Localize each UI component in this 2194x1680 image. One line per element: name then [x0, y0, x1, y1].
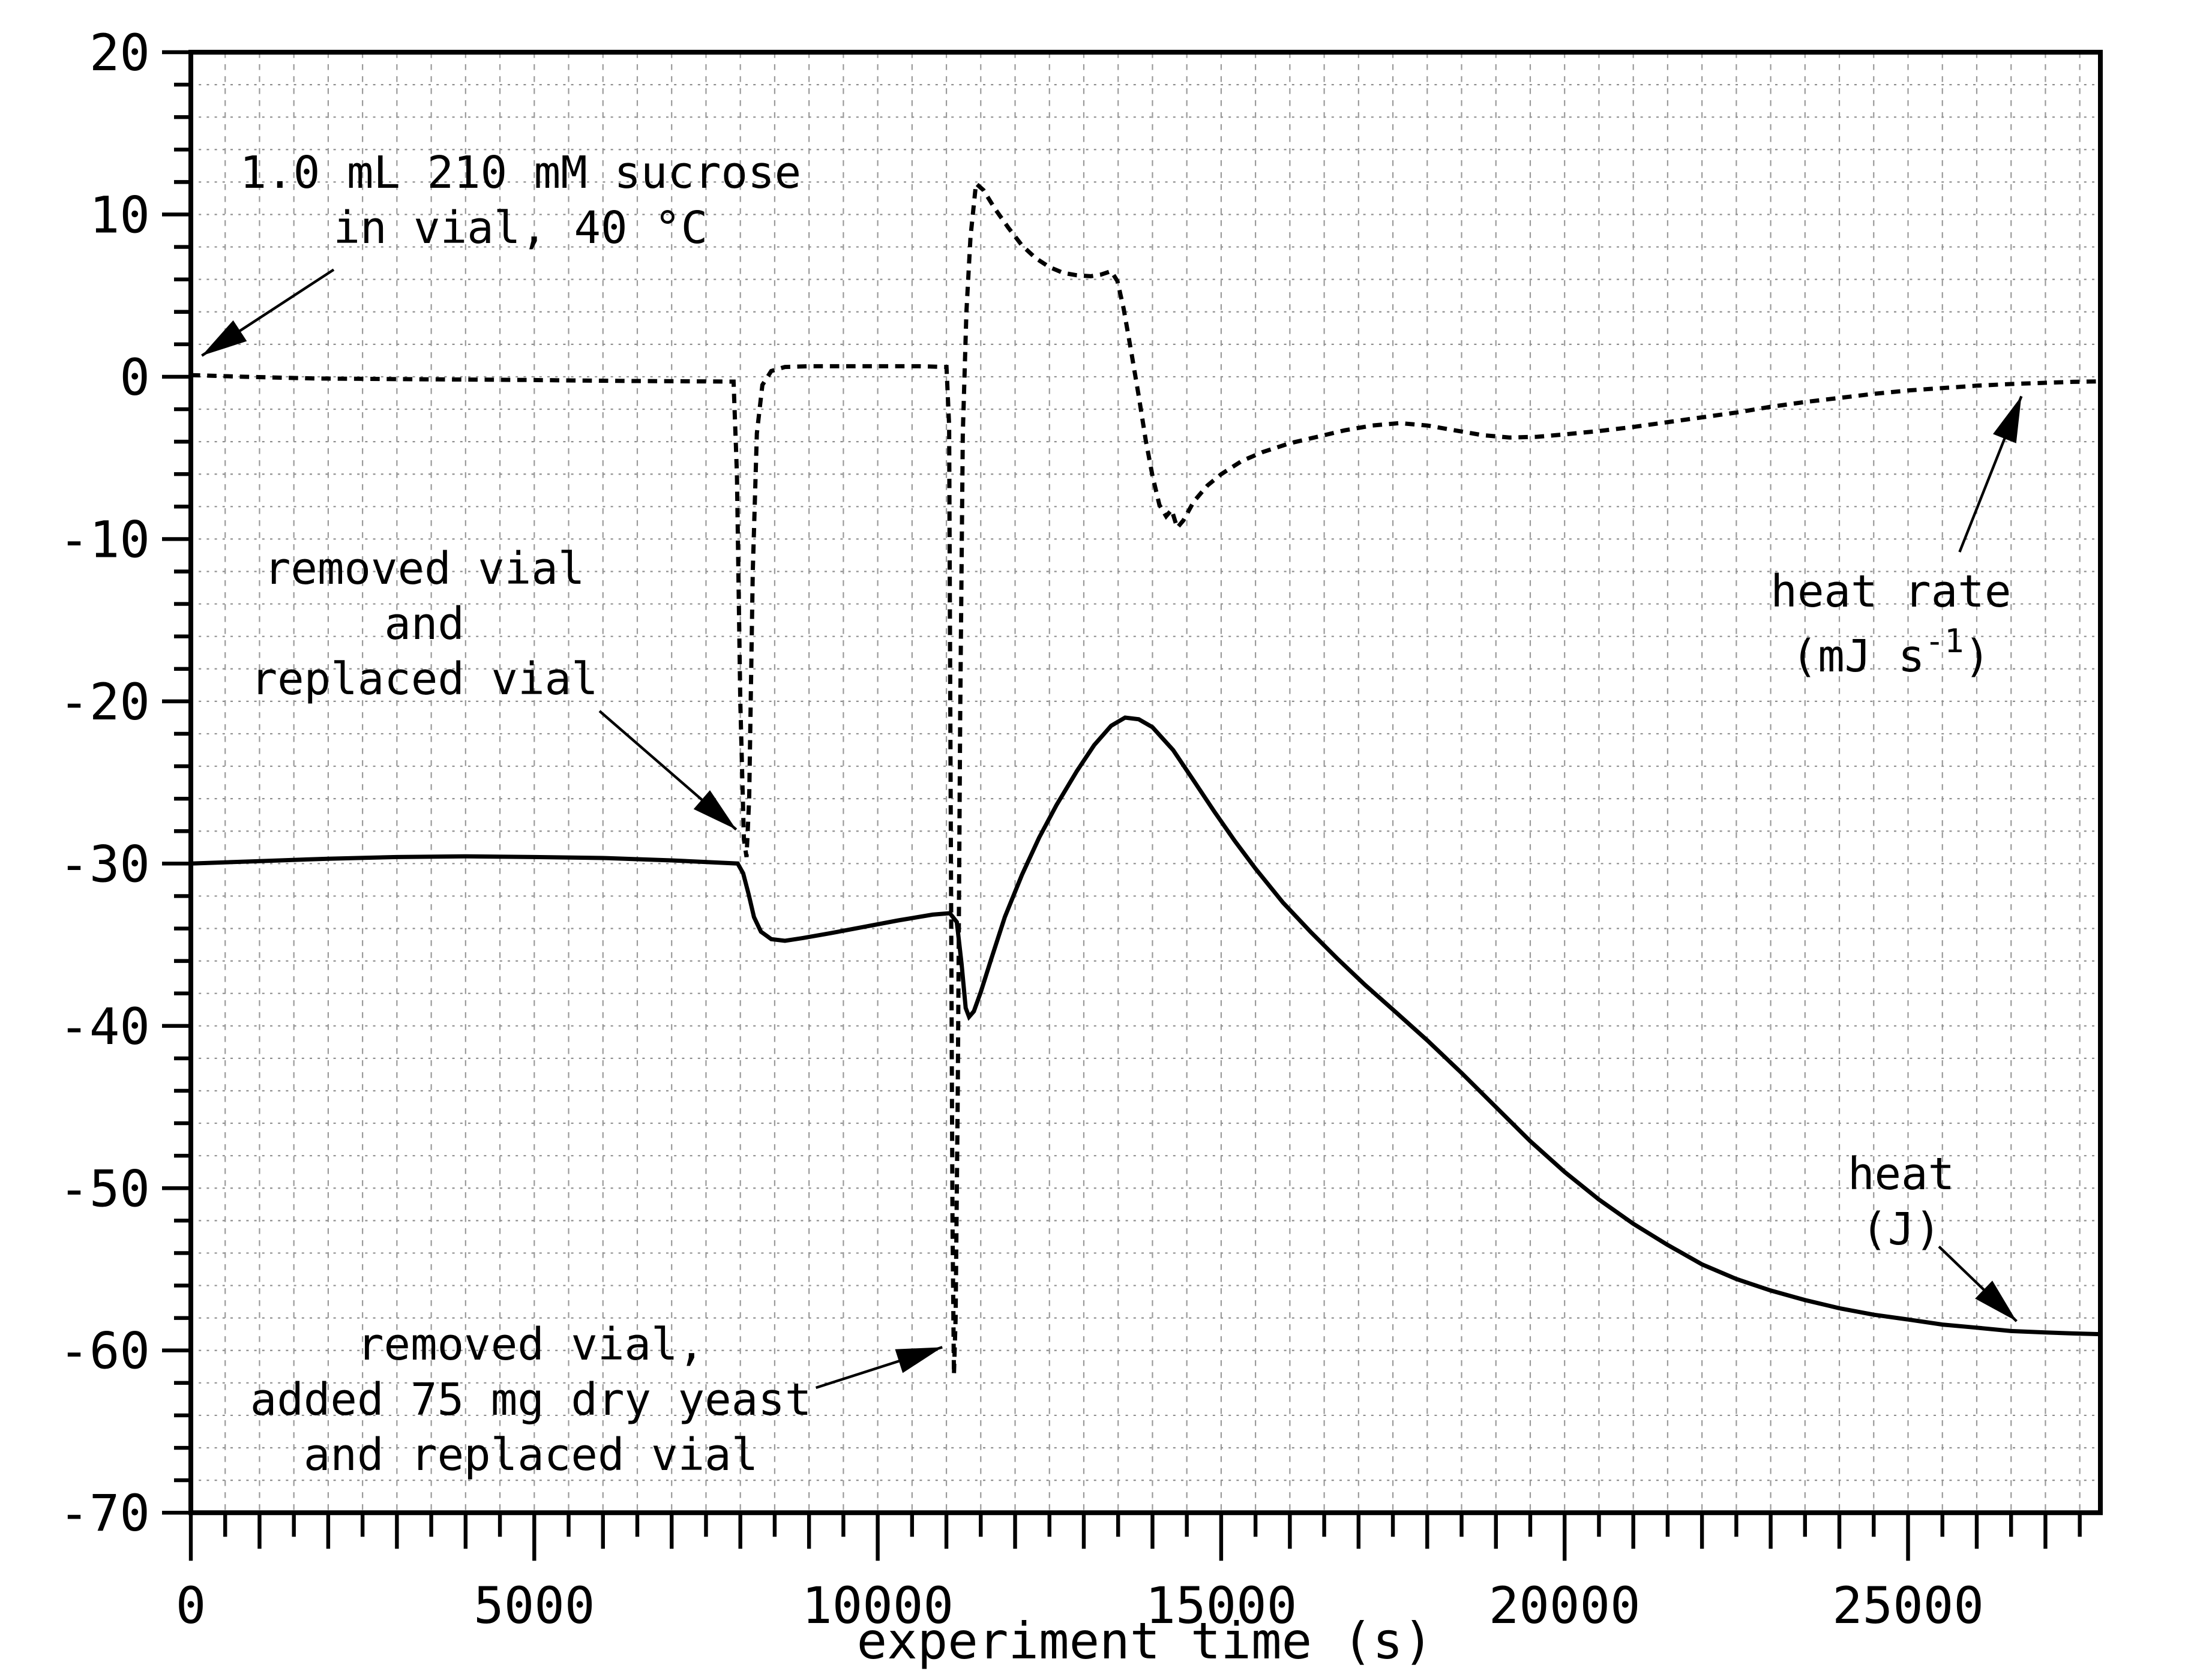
- heat-rate-series: [190, 179, 2101, 1375]
- annotation-heat-label: heat(J): [1848, 1148, 2018, 1322]
- series-layer: [190, 179, 2101, 1375]
- annotation-line: heat rate: [1770, 566, 2011, 617]
- y-tick-label: -70: [59, 1484, 150, 1543]
- annotation-line: removed vial: [264, 543, 585, 595]
- y-tick-label: 10: [89, 185, 150, 244]
- y-tick-label: 20: [89, 23, 150, 82]
- x-tick-label: 25000: [1832, 1576, 1984, 1635]
- x-tick-label: 20000: [1489, 1576, 1641, 1635]
- plot-frame: [188, 50, 2103, 1516]
- annotation-line: (J): [1861, 1204, 1941, 1255]
- annotation-line: and replaced vial: [304, 1429, 758, 1481]
- y-tick-label: -60: [59, 1322, 150, 1381]
- y-tick-label: -50: [59, 1159, 150, 1218]
- y-tick-label: -20: [59, 673, 150, 731]
- annotation-line: replaced vial: [251, 653, 598, 705]
- annotation-line: heat: [1848, 1148, 1955, 1200]
- annotation-line: removed vial,: [357, 1319, 705, 1370]
- annotation-line: and: [384, 598, 464, 650]
- annotation-line: 1.0 mL 210 mM sucrose: [240, 147, 802, 199]
- annotation-arrow-head: [1993, 396, 2022, 443]
- x-tick-label: 10000: [802, 1576, 954, 1635]
- y-tick-label: -30: [59, 835, 150, 893]
- x-tick-label: 15000: [1145, 1576, 1297, 1635]
- y-tick-label: -10: [59, 510, 150, 569]
- y-tick-label: -40: [59, 997, 150, 1056]
- x-tick-label: 0: [176, 1576, 206, 1635]
- annotation-arrow-head: [693, 790, 736, 830]
- annotation-arrow-head: [895, 1347, 943, 1373]
- y-tick-label: 0: [119, 348, 150, 407]
- x-tick-label: 5000: [473, 1576, 595, 1635]
- annotation-arrow-head: [202, 320, 247, 356]
- annotation-arrow-head: [1975, 1280, 2017, 1322]
- annotation-line: (mJ s-1): [1791, 622, 1991, 682]
- axes-layer: [162, 50, 2103, 1561]
- heat-series: [190, 715, 2101, 1337]
- annotation-line: in vial, 40 °C: [334, 202, 708, 254]
- grid-layer: [191, 52, 2100, 1513]
- annotation-line: added 75 mg dry yeast: [250, 1374, 812, 1426]
- annotation-heat-rate-label: heat rate(mJ s-1): [1770, 395, 2023, 682]
- tick-label-layer: 0 5000 10000 15000 20000 25000 20 10 0 -10 -20 -30 -…: [59, 23, 1984, 1635]
- x-axis-title: experiment time (s): [857, 1612, 1434, 1670]
